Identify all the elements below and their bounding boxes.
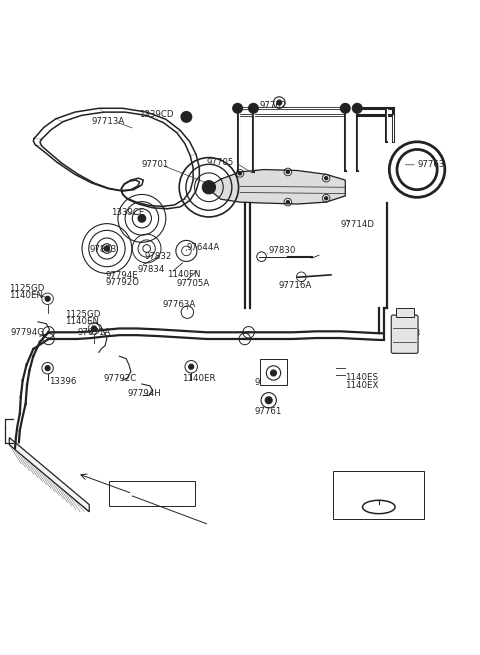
Text: 1125GD: 1125GD [65,310,101,318]
Circle shape [105,246,109,251]
Circle shape [287,200,289,204]
Text: 97690F: 97690F [350,493,383,502]
Text: 97763A: 97763A [162,300,196,309]
Text: 97690E: 97690E [361,480,396,489]
Circle shape [138,215,146,222]
Circle shape [239,172,241,175]
Circle shape [340,103,350,113]
Text: 1140EX: 1140EX [345,381,379,390]
Text: 97701: 97701 [142,160,169,169]
Text: 97792C: 97792C [104,374,137,383]
Text: 97761: 97761 [254,407,282,416]
Text: 1339CE: 1339CE [111,208,144,217]
Text: 1140EN: 1140EN [65,317,99,326]
Text: REF.25-252: REF.25-252 [126,487,177,496]
Bar [333,471,424,519]
Text: 1339CD: 1339CD [140,110,174,119]
Text: 97794H: 97794H [128,389,161,398]
Text: 97705: 97705 [206,158,234,167]
Text: 13396: 13396 [49,377,77,386]
Circle shape [287,170,289,174]
Text: 97716A: 97716A [278,281,312,290]
Text: 97763: 97763 [417,160,444,169]
Circle shape [45,365,50,371]
Bar [396,309,414,317]
Text: 1140ES: 1140ES [345,373,378,383]
Circle shape [92,326,96,331]
FancyBboxPatch shape [391,315,418,353]
Text: 97713A: 97713A [92,117,125,126]
Circle shape [324,197,327,200]
Circle shape [249,103,258,113]
Text: 97714D: 97714D [340,220,374,229]
Text: 97794G: 97794G [10,328,44,337]
Circle shape [202,181,216,194]
Text: 1140EN: 1140EN [9,291,43,301]
Circle shape [233,103,242,113]
FancyBboxPatch shape [109,481,194,506]
Text: 97794E: 97794E [105,271,138,280]
Circle shape [271,370,276,376]
Circle shape [324,177,327,179]
Text: 97671A: 97671A [77,328,110,337]
Text: 1140ER: 1140ER [181,374,215,383]
Circle shape [265,397,272,403]
Text: 97644A: 97644A [186,242,220,252]
Text: 1140FN: 1140FN [167,271,201,279]
Text: 97752B: 97752B [254,378,288,387]
Circle shape [189,364,193,369]
Polygon shape [211,170,345,204]
Text: 97705A: 97705A [177,279,210,288]
Circle shape [352,103,362,113]
Text: 97792O: 97792O [105,278,139,288]
Text: 97690F: 97690F [362,488,396,497]
Circle shape [181,111,192,122]
Text: 97623: 97623 [393,329,420,338]
Text: 97832: 97832 [144,252,172,261]
Text: REF.25-252: REF.25-252 [135,487,183,496]
Polygon shape [9,438,89,512]
Bar [260,358,287,385]
Text: 97690E: 97690E [350,485,383,494]
Text: 97830: 97830 [269,246,296,255]
Text: 97762: 97762 [259,101,287,110]
Text: 1125GD: 1125GD [9,284,45,293]
Circle shape [277,100,282,105]
Text: 97833: 97833 [89,246,117,254]
Text: 97834: 97834 [137,265,165,274]
Circle shape [45,297,50,301]
